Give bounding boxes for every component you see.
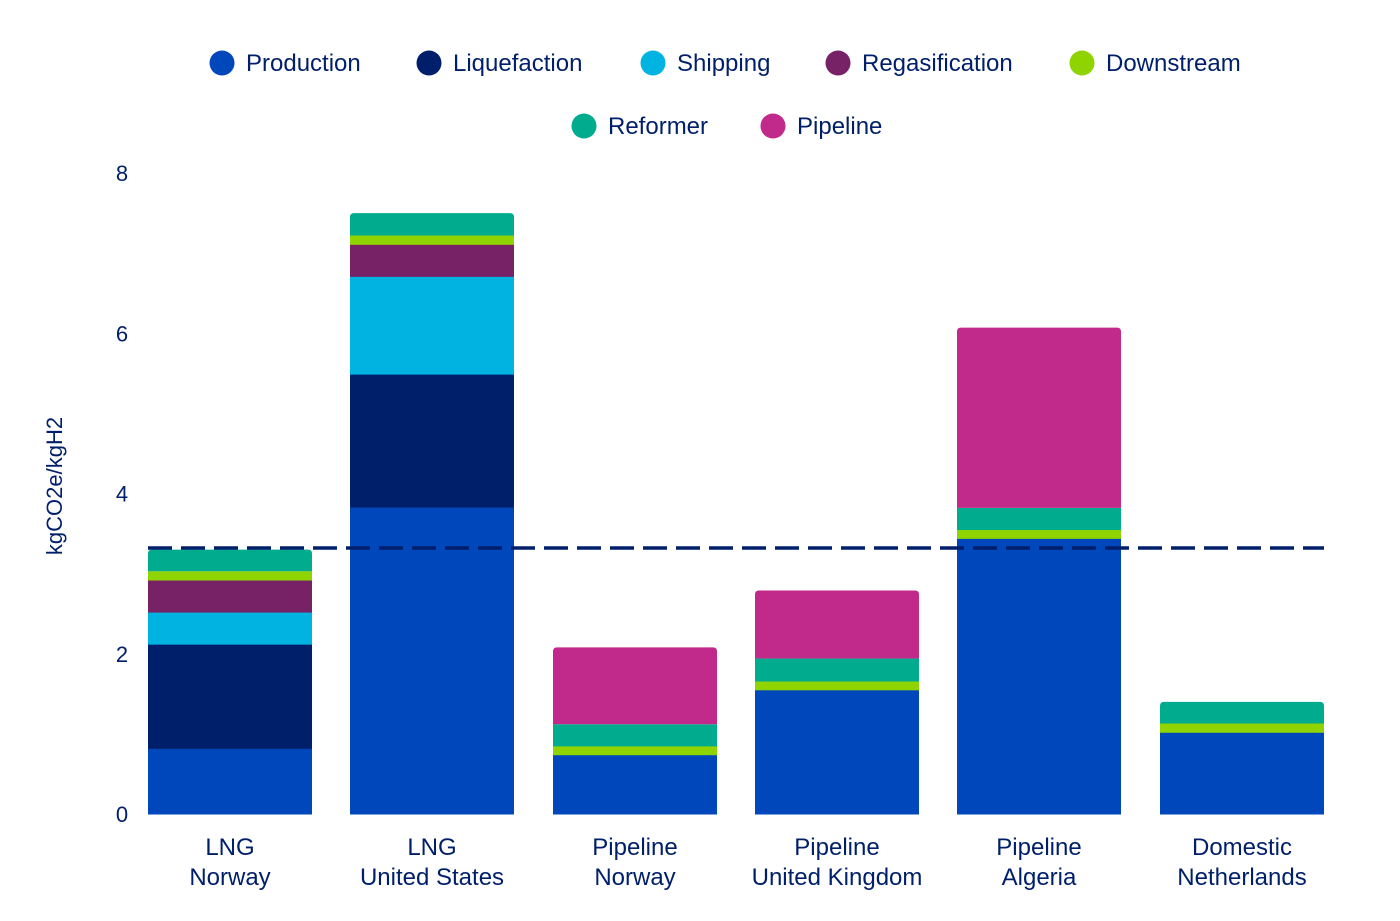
- y-tick-label: 4: [116, 482, 128, 507]
- bar-segment-downstream: [148, 571, 312, 581]
- bar-segment-production: [553, 754, 717, 815]
- x-tick-label-line: Algeria: [1002, 864, 1077, 891]
- bar-segment-pipeline: [553, 647, 717, 725]
- legend-swatch: [571, 113, 597, 139]
- legend-swatch: [760, 113, 786, 139]
- x-tick-label-line: LNG: [407, 834, 456, 861]
- legend-item: Reformer: [571, 113, 708, 140]
- bar-segment-liquefaction: [148, 644, 312, 749]
- y-tick-label: 6: [116, 321, 128, 346]
- bar-segment-reformer: [755, 658, 919, 682]
- bar-stack: [957, 327, 1121, 815]
- bar-segment-downstream: [350, 235, 514, 245]
- x-tick-label: Domestic Netherlands: [1177, 834, 1306, 891]
- x-tick-label-line: Pipeline: [592, 834, 677, 861]
- bar-segment-regasification: [350, 244, 514, 277]
- bar-segment-reformer: [957, 507, 1121, 531]
- legend-swatch: [209, 50, 235, 76]
- bars: [148, 213, 1324, 815]
- legend-swatch: [640, 50, 666, 76]
- legend-item: Downstream: [1069, 50, 1241, 77]
- legend-label: Shipping: [677, 50, 770, 77]
- x-tick-label-line: Pipeline: [794, 834, 879, 861]
- y-tick-label: 8: [116, 161, 128, 186]
- legend-item: Shipping: [640, 50, 770, 77]
- legend-swatch: [825, 50, 851, 76]
- bar-segment-production: [957, 538, 1121, 815]
- legend-swatch: [1069, 50, 1095, 76]
- x-tick-label-line: Netherlands: [1177, 864, 1306, 891]
- bar-segment-downstream: [755, 680, 919, 691]
- bar-segment-downstream: [1160, 723, 1324, 733]
- bar-segment-pipeline: [957, 327, 1121, 508]
- bar-stack: [148, 549, 312, 815]
- legend-label: Liquefaction: [453, 50, 582, 77]
- legend-swatch: [416, 50, 442, 76]
- bar-segment-reformer: [350, 213, 514, 236]
- y-tick-label: 0: [116, 802, 128, 827]
- y-tick-label: 2: [116, 642, 128, 667]
- bar-stack: [553, 647, 717, 815]
- legend-label: Reformer: [608, 113, 708, 140]
- legend-item: Production: [209, 50, 361, 77]
- x-tick-label: Pipeline Norway: [592, 834, 677, 891]
- bar-segment-downstream: [553, 745, 717, 756]
- bar-segment-reformer: [1160, 701, 1324, 724]
- x-tick-label-line: United Kingdom: [752, 864, 923, 891]
- bar-segment-reformer: [553, 724, 717, 747]
- bar-segment-shipping: [148, 612, 312, 645]
- legend-label: Production: [246, 50, 361, 77]
- bar-segment-liquefaction: [350, 374, 514, 508]
- legend: Production Liquefaction Shipping Regasifica…: [209, 50, 1241, 140]
- x-tick-label-line: Domestic: [1192, 834, 1292, 861]
- legend-item: Regasification: [825, 50, 1013, 77]
- y-axis: 0 2 4 6 8 kgCO2e/kgH2: [42, 161, 128, 827]
- bar-segment-regasification: [148, 580, 312, 613]
- x-tick-label: Pipeline Algeria: [996, 834, 1081, 891]
- legend-label: Pipeline: [797, 113, 882, 140]
- x-tick-label: LNG Norway: [189, 834, 270, 891]
- bar-segment-production: [1160, 732, 1324, 815]
- y-axis-label: kgCO2e/kgH2: [42, 417, 67, 555]
- bar-segment-reformer: [148, 549, 312, 572]
- bar-segment-production: [755, 689, 919, 815]
- x-tick-label: Pipeline United Kingdom: [752, 834, 923, 891]
- x-tick-label-line: Pipeline: [996, 834, 1081, 861]
- legend-item: Pipeline: [760, 113, 882, 140]
- x-tick-label-line: LNG: [205, 834, 254, 861]
- x-tick-label: LNG United States: [360, 834, 504, 891]
- legend-label: Downstream: [1106, 50, 1241, 77]
- bar-stack: [350, 213, 514, 815]
- legend-label: Regasification: [862, 50, 1013, 77]
- bar-segment-production: [148, 748, 312, 815]
- x-tick-label-line: United States: [360, 864, 504, 891]
- legend-item: Liquefaction: [416, 50, 582, 77]
- bar-stack: [1160, 701, 1324, 815]
- bar-stack: [755, 590, 919, 815]
- bar-segment-pipeline: [755, 590, 919, 659]
- bar-segment-shipping: [350, 276, 514, 375]
- bar-segment-downstream: [957, 529, 1121, 539]
- x-tick-label-line: Norway: [594, 864, 675, 891]
- bar-segment-production: [350, 507, 514, 815]
- x-tick-label-line: Norway: [189, 864, 270, 891]
